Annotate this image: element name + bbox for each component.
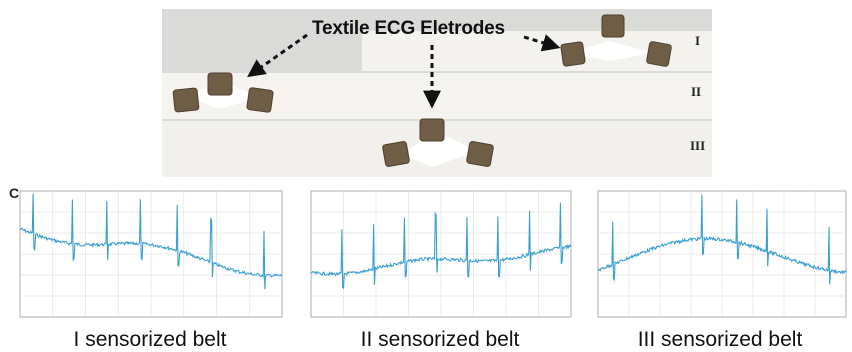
arrow-to-belt-i [523,34,561,52]
arrow-to-belt-ii [247,33,308,78]
electrode [646,41,672,67]
ecg-trace [597,194,847,285]
electrode [560,41,586,67]
belt-label-iii: III [690,138,706,153]
ecg-trace [310,202,572,290]
caption-belt-ii: II sensorized belt [360,328,520,351]
electrode [382,141,410,167]
ecg-plot-ii-svg [310,190,572,318]
connector-i [567,41,652,61]
caption-belt-i: I sensorized belt [73,328,227,351]
caption-belt-iii: III sensorized belt [637,328,803,351]
electrode-belts-photo [162,9,712,177]
ecg-plot-iii [592,187,850,325]
panel-label: C. [9,185,23,201]
electrode [207,72,233,96]
belt-label-ii: II [691,84,702,99]
electrode-belts-illustration [162,9,712,177]
ecg-trace [19,193,283,290]
ecg-plot-ii [305,187,575,325]
photo-title: Textile ECG Eletrodes [312,18,505,39]
ecg-plot-i-svg [19,190,283,318]
electrode [419,118,445,142]
electrode [172,87,200,113]
electrode [466,141,494,167]
ecg-plot-i [14,187,286,325]
electrode [246,87,274,113]
belt-label-i: I [695,33,701,48]
electrode [601,14,625,38]
ecg-plot-iii-svg [597,190,847,318]
